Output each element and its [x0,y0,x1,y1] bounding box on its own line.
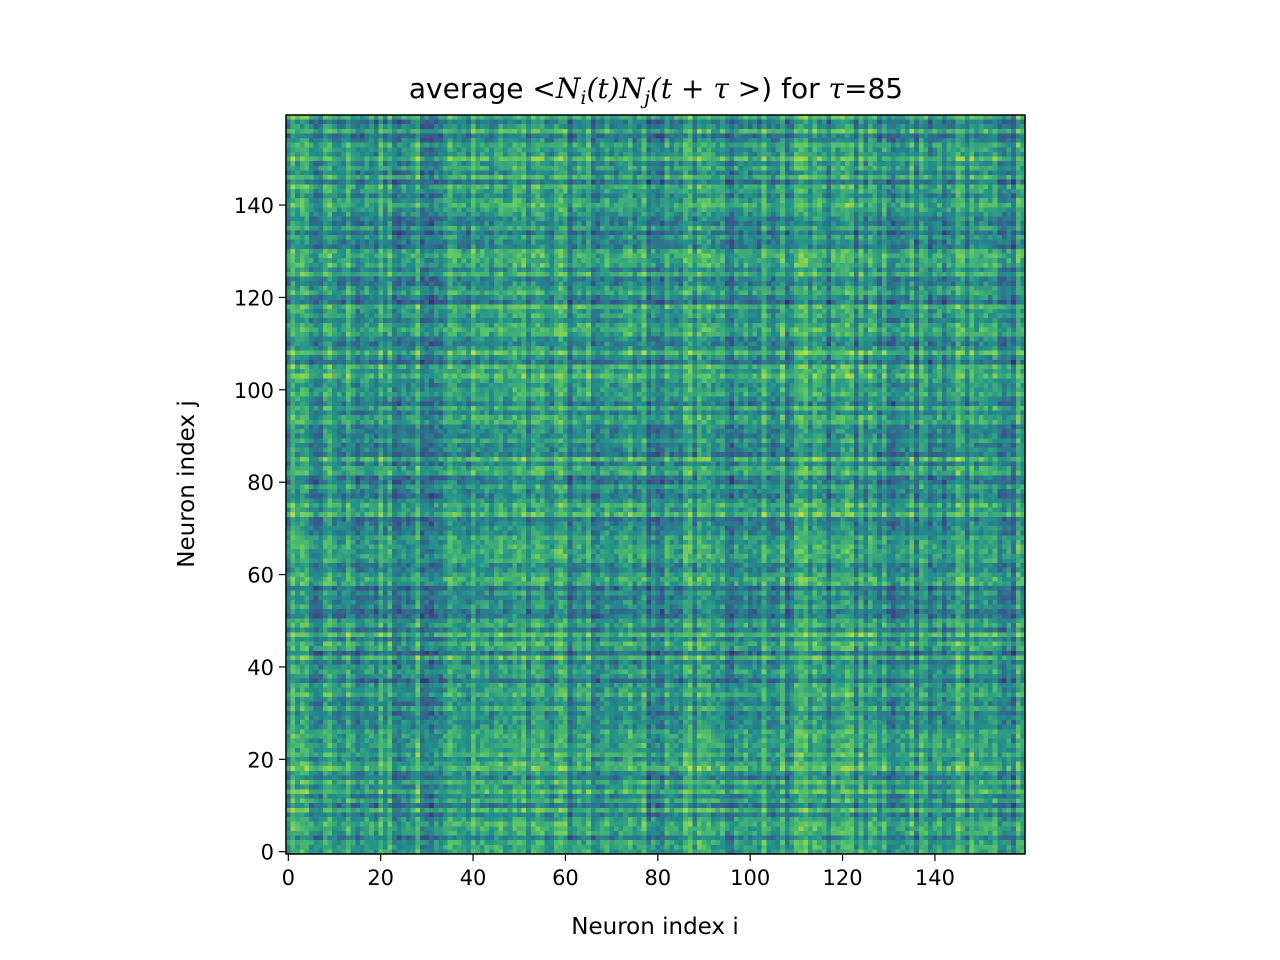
title-math-n2: N [619,72,646,105]
x-axis-label: Neuron index i [571,914,738,940]
title-math-t1: (t) [586,72,619,105]
y-tick-label: 20 [247,748,274,772]
y-tick-label: 100 [234,379,274,403]
x-tick-label: 40 [460,866,487,890]
title-eq: =85 [844,72,903,105]
x-tick-label: 80 [644,866,671,890]
x-tick-label: 60 [552,866,579,890]
title-math-n1: N [555,72,582,105]
chart-title: average <Ni(t)Nj(t + τ >) for τ=85 [409,72,903,109]
x-tick-label: 0 [282,866,295,890]
title-math-sub-j: j [640,87,650,109]
title-math-sub-i: i [580,87,586,109]
x-tick-label: 140 [915,866,955,890]
y-tick-label: 140 [234,194,274,218]
title-close: ) [761,72,772,105]
y-tick-label: 0 [261,841,274,865]
y-tick-label: 120 [234,286,274,310]
title-prefix: average [409,72,533,105]
x-tick-label: 20 [367,866,394,890]
axes-frame [285,114,1026,855]
title-math-lt: < [532,72,555,105]
y-tick-label: 40 [247,656,274,680]
x-axis-ticks: 0 20 40 60 80 100 120 140 [282,854,955,890]
y-axis-label: Neuron index j [174,400,200,567]
y-axis-ticks: 0 20 40 60 80 100 120 140 [234,194,286,865]
y-tick-label: 80 [247,471,274,495]
x-tick-label: 100 [730,866,770,890]
title-math-t2: (t + τ > [650,72,761,105]
title-suffix: for [772,72,828,105]
heatmap-image [286,115,1025,854]
y-tick-label: 60 [247,564,274,588]
title-tau: τ [829,72,845,105]
x-tick-label: 120 [823,866,863,890]
